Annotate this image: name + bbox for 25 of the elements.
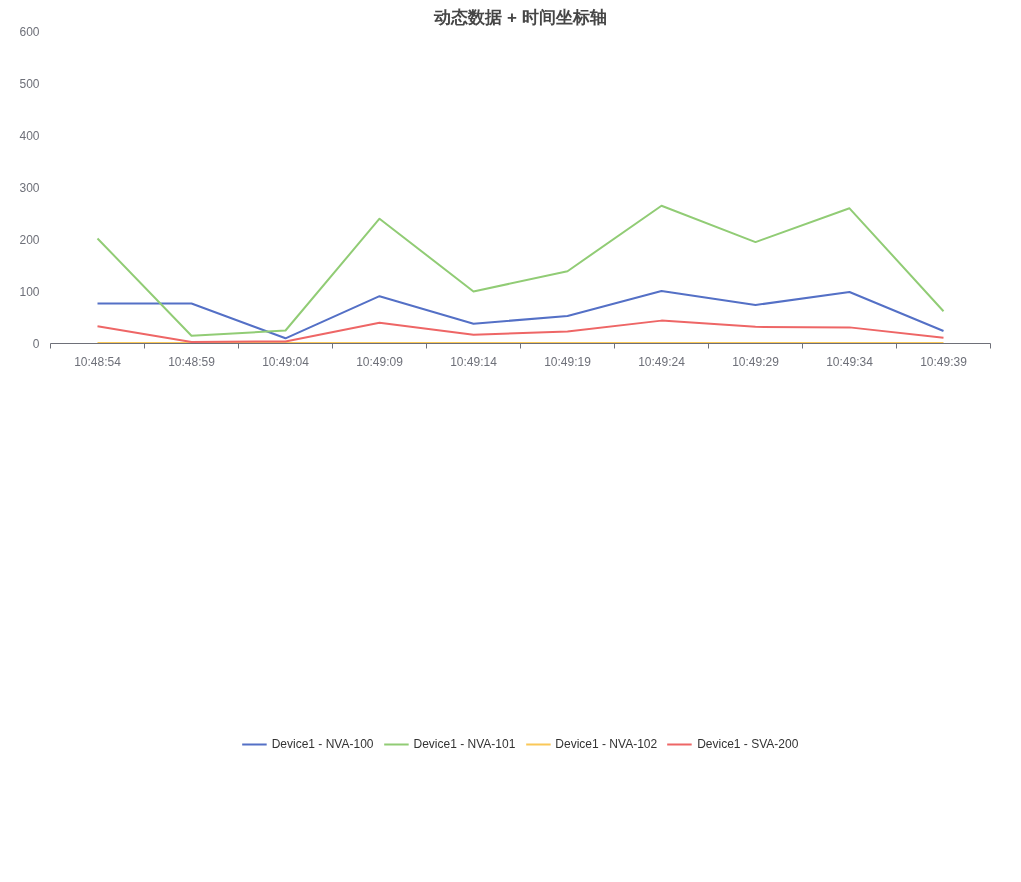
y-tick-label: 300	[19, 181, 40, 195]
y-tick-label: 600	[19, 25, 40, 39]
x-tick-label: 10:49:19	[544, 354, 592, 369]
x-tick-label: 10:49:39	[920, 354, 968, 369]
x-tick-label: 10:49:14	[450, 354, 498, 369]
x-tick-label: 10:49:29	[732, 354, 780, 369]
y-tick-label: 200	[19, 233, 40, 247]
line-series	[96, 289, 945, 340]
x-tick-label: 10:49:24	[638, 354, 686, 369]
line-series	[96, 204, 945, 337]
x-tick-label: 10:49:34	[826, 354, 874, 369]
legend-label: Device1 - NVA-100	[271, 737, 374, 751]
y-tick-label: 400	[19, 129, 40, 143]
x-tick-label: 10:48:59	[168, 354, 216, 369]
legend-label: Device1 - SVA-200	[697, 737, 799, 751]
x-tick-label: 10:49:04	[262, 354, 310, 369]
legend-label: Device1 - NVA-101	[413, 737, 516, 751]
y-tick-label: 500	[19, 77, 40, 91]
legend-label: Device1 - NVA-102	[555, 737, 658, 751]
x-tick-label: 10:48:54	[74, 354, 122, 369]
y-tick-label: 100	[19, 285, 40, 299]
chart-title: 动态数据 + 时间坐标轴	[433, 7, 607, 27]
line-series	[96, 319, 945, 343]
x-tick-label: 10:49:09	[356, 354, 404, 369]
y-tick-label: 0	[32, 337, 40, 351]
